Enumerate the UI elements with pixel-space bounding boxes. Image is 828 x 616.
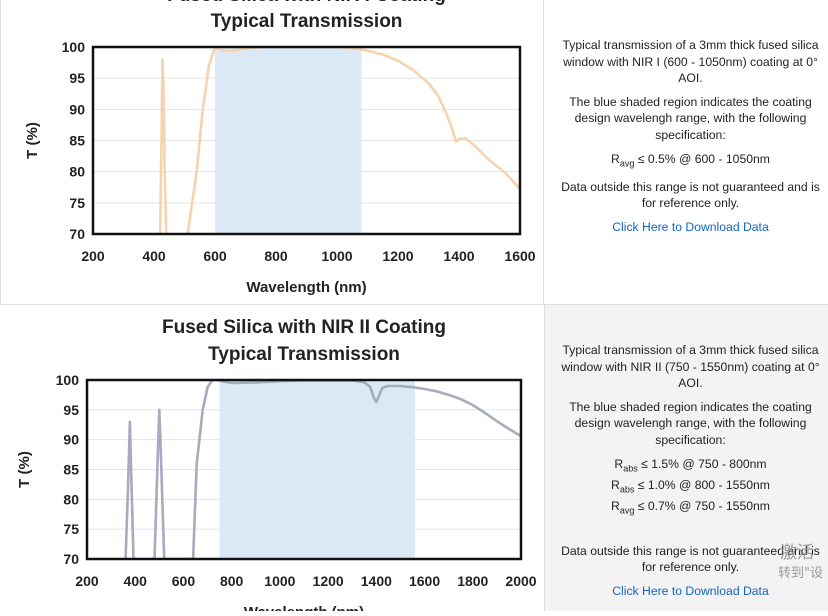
download-data-link[interactable]: Click Here to Download Data: [612, 219, 769, 234]
y-tick-label: 100: [56, 372, 80, 388]
y-tick-label: 80: [69, 164, 85, 180]
spec-line: Ravg ≤ 0.5% @ 600 - 1050nm: [611, 151, 770, 168]
x-tick-label: 400: [124, 573, 148, 589]
nir1-transmission-chart: 70 75 80 85 90 95 100 200 400 600 800 1000 1200 1400 1…: [24, 0, 536, 296]
spec-line: Rabs ≤ 1.0% @ 800 - 1550nm: [611, 477, 770, 495]
plot-frame: [85, 378, 523, 561]
y-axis-label: T (%): [24, 122, 41, 159]
x-tick-label: 1000: [264, 573, 295, 589]
coating-design-range-shade: [215, 48, 362, 233]
shading-note: The blue shaded region indicates the coa…: [569, 94, 812, 142]
x-axis-label: Wavelength (nm): [246, 279, 366, 296]
chart-title-line: Typical Transmission: [208, 344, 400, 365]
x-tick-label: 1400: [443, 248, 474, 264]
x-tick-label: 1000: [321, 248, 352, 264]
y-tick-label: 80: [63, 491, 79, 507]
spec-line: Rabs ≤ 1.5% @ 750 - 800nm: [614, 456, 767, 473]
spec-list: Ravg ≤ 0.5% @ 600 - 1050nm: [557, 151, 824, 172]
chart-row-nir1: 70 75 80 85 90 95 100 200 400 600 800 1000 1200 1400 1…: [0, 0, 828, 305]
description-text: Typical transmission of a 3mm thick fuse…: [562, 38, 819, 86]
x-tick-label: 400: [142, 248, 166, 264]
y-tick-label: 85: [63, 462, 79, 478]
nir2-transmission-chart: 70 75 80 85 90 95 100 200 400 600 800 1000 1200 1400 1…: [16, 317, 537, 616]
download-data-link[interactable]: Click Here to Download Data: [612, 583, 769, 598]
chart-title-line-clipped: Fused Silica with NIR I Coating: [167, 0, 446, 6]
info-panel-nir1: Typical transmission of a 3mm thick fuse…: [545, 0, 828, 304]
chart-row-nir2: 70 75 80 85 90 95 100 200 400 600 800 1000 1200 1400 1…: [0, 305, 828, 616]
chart-title-line: Typical Transmission: [211, 11, 403, 32]
y-tick-label: 100: [62, 39, 86, 55]
x-tick-label: 1200: [313, 573, 344, 589]
x-tick-label: 1200: [382, 248, 413, 264]
x-tick-label: 800: [220, 573, 244, 589]
x-axis-label: Wavelength (nm): [244, 604, 364, 611]
disclaimer-text: Data outside this range is not guarantee…: [561, 179, 820, 211]
y-axis-label: T (%): [16, 451, 33, 488]
x-tick-label: 600: [203, 248, 227, 264]
description-text: Typical transmission of a 3mm thick fuse…: [561, 343, 820, 391]
x-tick-label: 1600: [504, 248, 535, 264]
x-tick-label: 600: [172, 573, 196, 589]
y-tick-label: 90: [69, 101, 85, 117]
y-tick-label: 85: [69, 133, 85, 149]
y-tick-label: 70: [63, 551, 79, 567]
x-tick-label: 800: [264, 248, 288, 264]
x-tick-label: 200: [75, 573, 99, 589]
x-tick-label: 2000: [505, 573, 536, 589]
info-panel-nir2: Typical transmission of a 3mm thick fuse…: [545, 305, 828, 611]
activation-watermark: 激活: [780, 543, 814, 563]
y-tick-label: 90: [63, 432, 79, 448]
disclaimer-text: Data outside this range is not guarantee…: [561, 543, 820, 575]
chart-title-line: Fused Silica with NIR II Coating: [162, 317, 446, 338]
y-tick-label: 95: [63, 402, 79, 418]
y-tick-label: 95: [69, 70, 85, 86]
chart-cell-nir1: 70 75 80 85 90 95 100 200 400 600 800 1000 1200 1400 1…: [0, 0, 544, 304]
x-tick-label: 1800: [457, 573, 488, 589]
plot-frame: [91, 45, 522, 236]
chart-cell-nir2: 70 75 80 85 90 95 100 200 400 600 800 1000 1200 1400 1…: [0, 305, 545, 616]
spec-line: Ravg ≤ 0.7% @ 750 - 1550nm: [611, 498, 770, 516]
shading-note: The blue shaded region indicates the coa…: [569, 399, 812, 447]
activation-watermark-sub: 转到"设: [778, 566, 823, 581]
y-tick-label: 75: [69, 195, 85, 211]
x-tick-label: 1600: [409, 573, 440, 589]
x-tick-label: 200: [81, 248, 105, 264]
y-tick-label: 75: [63, 521, 79, 537]
coating-design-range-shade: [219, 381, 415, 558]
y-tick-label: 70: [69, 226, 85, 242]
transmission-series-line: [158, 47, 520, 234]
spec-list: Rabs ≤ 1.5% @ 750 - 800nm Rabs ≤ 1.0% @ 8…: [557, 456, 824, 519]
x-tick-label: 1400: [361, 573, 392, 589]
